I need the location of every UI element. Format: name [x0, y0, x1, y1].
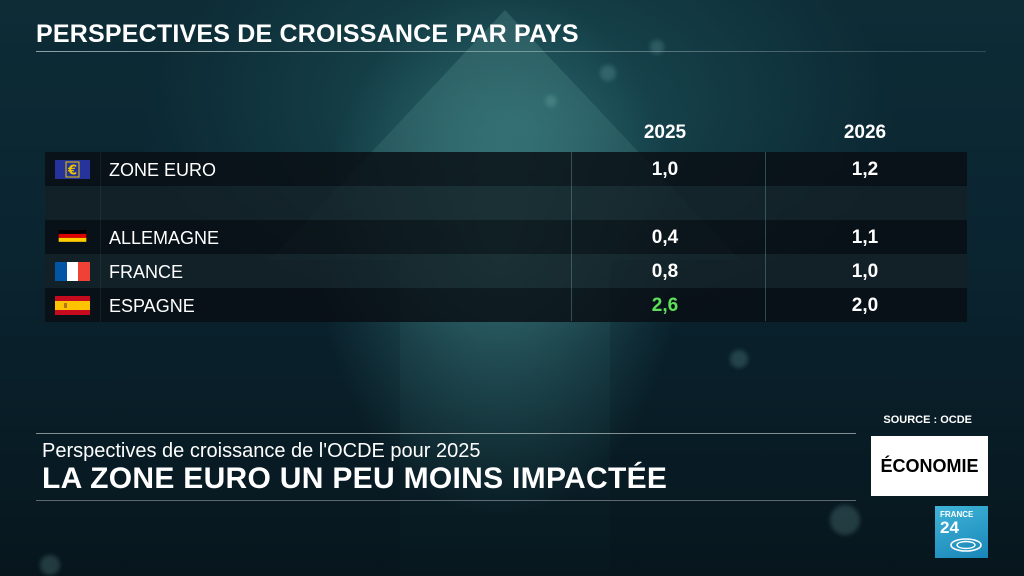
lower-third-headline: LA ZONE EURO UN PEU MOINS IMPACTÉE — [42, 462, 668, 495]
value-2026: 1,0 — [851, 261, 879, 282]
section-tag: ÉCONOMIE — [871, 436, 988, 496]
bokeh-light — [730, 350, 748, 368]
logo-line1: FRANCE — [940, 510, 974, 519]
value-2025: 0,4 — [651, 227, 679, 248]
svg-text:€: € — [67, 164, 77, 179]
growth-table: € ZONE EURO 1,0 1,2 ALLEMAGNE 0,4 1,1 — [45, 152, 967, 322]
value-2025: 1,0 — [651, 159, 679, 180]
lower-third-bottom-divider — [36, 500, 856, 501]
france-flag-icon — [55, 262, 90, 281]
germany-flag-icon — [58, 230, 87, 242]
bokeh-light — [40, 555, 60, 575]
section-tag-label: ÉCONOMIE — [880, 455, 979, 476]
table-row-spacer — [45, 186, 967, 220]
channel-logo: FRANCE 24 — [935, 506, 988, 558]
value-2026: 1,2 — [851, 159, 879, 180]
column-header-2026: 2026 — [843, 122, 887, 143]
lower-third-divider — [36, 433, 856, 434]
country-label: FRANCE — [109, 262, 184, 282]
table-row: € ZONE EURO 1,0 1,2 — [45, 152, 967, 186]
lower-third-subtitle: Perspectives de croissance de l'OCDE pou… — [42, 440, 481, 462]
value-2026: 2,0 — [851, 295, 879, 316]
spain-flag-icon — [55, 296, 90, 315]
column-divider — [765, 152, 766, 321]
column-header-2025: 2025 — [643, 122, 687, 143]
column-divider — [571, 152, 572, 321]
country-label: ESPAGNE — [109, 296, 195, 316]
value-2025-highlighted: 2,6 — [651, 295, 679, 316]
logo-swirl-icon — [950, 538, 982, 552]
title-divider — [36, 51, 986, 52]
bokeh-light — [650, 40, 664, 54]
source-label: SOURCE : OCDE — [883, 414, 972, 426]
country-label: ALLEMAGNE — [109, 228, 220, 248]
page-title: PERSPECTIVES DE CROISSANCE PAR PAYS — [36, 20, 579, 48]
country-label: ZONE EURO — [109, 160, 217, 180]
bokeh-light — [600, 65, 616, 81]
eu-flag-icon: € — [55, 160, 90, 179]
value-2026: 1,1 — [851, 227, 879, 248]
table-row: FRANCE 0,8 1,0 — [45, 254, 967, 288]
bokeh-light — [830, 505, 860, 535]
logo-line2: 24 — [940, 518, 959, 537]
bokeh-light — [545, 95, 557, 107]
value-2025: 0,8 — [651, 261, 679, 282]
table-row: ALLEMAGNE 0,4 1,1 — [45, 220, 967, 254]
table-row: ESPAGNE 2,6 2,0 — [45, 288, 967, 322]
